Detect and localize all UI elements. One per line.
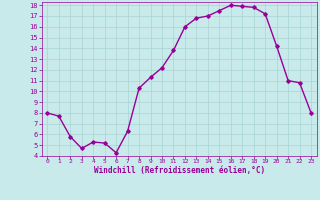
X-axis label: Windchill (Refroidissement éolien,°C): Windchill (Refroidissement éolien,°C) xyxy=(94,166,265,175)
